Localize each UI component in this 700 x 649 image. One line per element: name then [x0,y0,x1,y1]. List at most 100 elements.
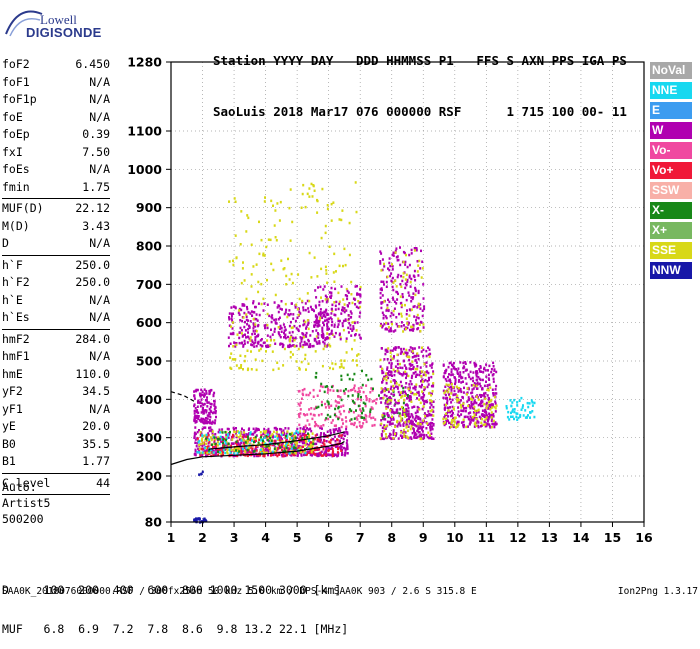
echo-point [444,397,447,400]
echo-point [346,447,349,451]
echo-point [290,272,293,276]
echo-point [306,436,309,439]
echo-point [403,409,406,412]
echo-point [335,424,337,427]
echo-point [255,318,258,321]
echo-point [356,293,358,296]
echo-point [315,442,318,446]
param-row: MUF(D) 22.12 [2,200,110,218]
echo-point [400,274,403,278]
echo-point [200,420,203,423]
echo-point [333,280,336,283]
echo-point [412,351,415,355]
echo-point [333,325,336,328]
echo-point [483,402,486,406]
echo-point [374,418,377,421]
echo-point [233,450,236,453]
echo-point [313,442,316,446]
echo-point [406,280,409,284]
echo-point [381,294,384,297]
echo-point [415,419,417,423]
echo-point [386,400,389,404]
echo-point [307,393,310,397]
echo-point [215,448,217,451]
echo-point [406,351,409,355]
echo-point [234,234,237,237]
echo-point [263,324,266,327]
echo-point [346,373,349,377]
echo-point [411,363,414,367]
echo-point [224,451,227,455]
echo-point [411,374,414,378]
echo-point [315,335,318,338]
echo-point [355,305,358,309]
echo-point [322,442,325,445]
echo-point [370,387,373,390]
echo-point [222,441,224,445]
echo-point [337,417,340,421]
echo-point [492,419,495,423]
echo-point [348,302,351,305]
echo-point [391,437,394,440]
echo-point [304,413,307,417]
echo-point [473,405,476,409]
echo-point [448,393,450,396]
echo-point [365,374,368,377]
echo-point [304,308,307,312]
echo-point [325,417,328,420]
echo-point [344,416,347,419]
echo-point [448,421,450,425]
echo-point [415,354,418,358]
echo-point [308,187,311,190]
echo-point [415,424,418,428]
echo-point [401,435,404,438]
echo-point [307,362,310,365]
echo-point [507,410,510,414]
echo-point [324,418,327,422]
echo-point [254,305,256,309]
echo-point [417,264,420,267]
echo-point [274,450,277,453]
echo-point [478,368,481,371]
echo-point [230,444,233,448]
echo-point [452,361,455,365]
echo-point [531,404,534,407]
echo-point [195,444,198,448]
echo-point [469,370,472,374]
echo-point [240,439,243,442]
echo-point [355,416,358,419]
echo-point [288,340,291,343]
param-value: 44 [96,475,110,490]
echo-point [456,369,459,373]
echo-point [312,451,315,455]
echo-point [472,379,475,383]
echo-point [450,425,453,429]
echo-point [325,440,328,443]
echo-point [253,332,256,336]
echo-point [294,319,297,323]
echo-point [481,378,484,382]
echo-point [300,434,303,438]
echo-point [264,448,267,451]
echo-point [236,444,239,447]
echo-point [316,198,318,202]
echo-point [249,431,252,434]
echo-point [389,351,392,354]
echo-point [533,401,536,405]
echo-point [321,328,324,332]
echo-point [443,372,446,375]
echo-point [418,435,421,438]
echo-point [292,444,295,447]
echo-point [511,408,514,411]
echo-point [284,302,287,306]
echo-point [391,422,394,425]
echo-point [414,358,417,362]
echo-point [340,398,343,402]
echo-point [489,386,492,389]
echo-point [322,424,325,427]
echo-point [412,329,415,332]
echo-point [295,303,298,306]
echo-point [362,409,365,412]
echo-point [295,430,298,433]
echo-point [221,438,224,441]
